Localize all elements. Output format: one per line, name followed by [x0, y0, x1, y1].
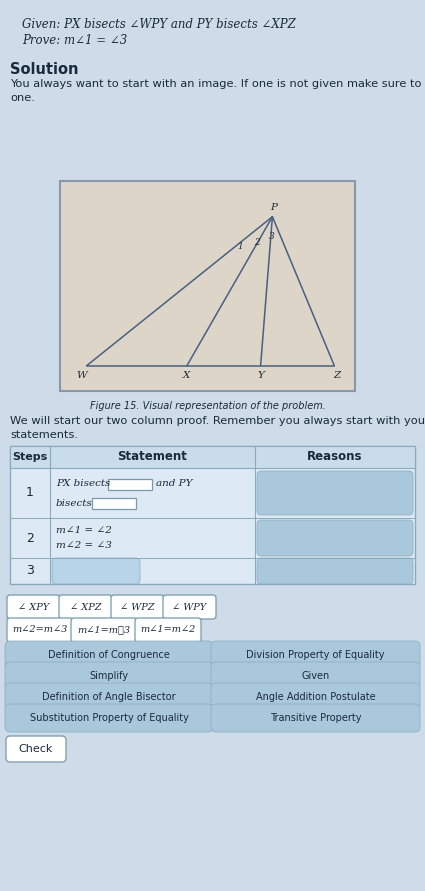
FancyBboxPatch shape [5, 704, 213, 732]
Text: Simplify: Simplify [89, 671, 128, 681]
Text: m∠2=m∠3: m∠2=m∠3 [12, 625, 68, 634]
FancyBboxPatch shape [7, 618, 73, 642]
Text: one.: one. [10, 93, 35, 103]
Text: Definition of Angle Bisector: Definition of Angle Bisector [42, 692, 176, 702]
FancyBboxPatch shape [6, 736, 66, 762]
Text: Solution: Solution [10, 62, 79, 77]
Text: bisects: bisects [56, 498, 93, 508]
Text: Given: Given [301, 671, 330, 681]
Text: 1: 1 [238, 241, 243, 250]
Text: m∠1=m∢3: m∠1=m∢3 [77, 625, 130, 634]
Text: and PY: and PY [156, 479, 193, 488]
FancyBboxPatch shape [211, 704, 420, 732]
Text: Prove: m∠1 = ∠3: Prove: m∠1 = ∠3 [22, 34, 127, 47]
Bar [60, 181, 355, 391]
Text: PX bisects: PX bisects [56, 479, 110, 488]
Text: Reasons: Reasons [307, 451, 363, 463]
Text: W: W [76, 371, 87, 380]
Text: Steps: Steps [12, 452, 48, 462]
Text: 1: 1 [26, 486, 34, 500]
Text: 3: 3 [269, 232, 274, 241]
Bar [108, 478, 152, 489]
Text: Transitive Property: Transitive Property [270, 713, 361, 723]
Text: X: X [183, 371, 190, 380]
Text: We will start our two column proof. Remember you always start with your given: We will start our two column proof. Reme… [10, 416, 425, 426]
Text: P: P [270, 202, 277, 212]
Text: ∠ WPY: ∠ WPY [173, 602, 207, 611]
Text: ∠ XPZ: ∠ XPZ [70, 602, 101, 611]
FancyBboxPatch shape [52, 558, 140, 584]
Text: ∠ WPZ: ∠ WPZ [120, 602, 155, 611]
Text: 2: 2 [255, 238, 260, 247]
Text: Substitution Property of Equality: Substitution Property of Equality [30, 713, 188, 723]
FancyBboxPatch shape [211, 683, 420, 711]
Bar [10, 446, 415, 468]
FancyBboxPatch shape [135, 618, 201, 642]
Text: 2: 2 [26, 532, 34, 544]
Text: m∠1=m∠2: m∠1=m∠2 [140, 625, 196, 634]
FancyBboxPatch shape [257, 520, 413, 556]
Text: m∠2 = ∠3: m∠2 = ∠3 [56, 542, 112, 551]
Bar [10, 446, 415, 584]
Text: Division Property of Equality: Division Property of Equality [246, 650, 385, 660]
FancyBboxPatch shape [5, 683, 213, 711]
Text: Given: PX bisects ∠WPY and PY bisects ∠XPZ: Given: PX bisects ∠WPY and PY bisects ∠X… [22, 18, 296, 31]
FancyBboxPatch shape [163, 595, 216, 619]
Text: Check: Check [19, 744, 53, 754]
Text: You always want to start with an image. If one is not given make sure to draw: You always want to start with an image. … [10, 79, 425, 89]
FancyBboxPatch shape [59, 595, 112, 619]
FancyBboxPatch shape [5, 662, 213, 690]
FancyBboxPatch shape [7, 595, 60, 619]
Text: m∠1 = ∠2: m∠1 = ∠2 [56, 527, 112, 535]
Text: Figure 15. Visual representation of the problem.: Figure 15. Visual representation of the … [90, 401, 326, 411]
Text: Angle Addition Postulate: Angle Addition Postulate [256, 692, 375, 702]
Text: Y: Y [257, 371, 264, 380]
Text: Z: Z [334, 371, 341, 380]
FancyBboxPatch shape [111, 595, 164, 619]
Text: statements.: statements. [10, 430, 78, 440]
FancyBboxPatch shape [5, 641, 213, 669]
FancyBboxPatch shape [71, 618, 137, 642]
Text: Statement: Statement [118, 451, 187, 463]
FancyBboxPatch shape [257, 471, 413, 515]
FancyBboxPatch shape [211, 662, 420, 690]
Text: Definition of Congruence: Definition of Congruence [48, 650, 170, 660]
Bar [92, 497, 136, 509]
Text: ∠ XPY: ∠ XPY [18, 602, 49, 611]
FancyBboxPatch shape [257, 558, 413, 584]
Text: 3: 3 [26, 565, 34, 577]
FancyBboxPatch shape [211, 641, 420, 669]
